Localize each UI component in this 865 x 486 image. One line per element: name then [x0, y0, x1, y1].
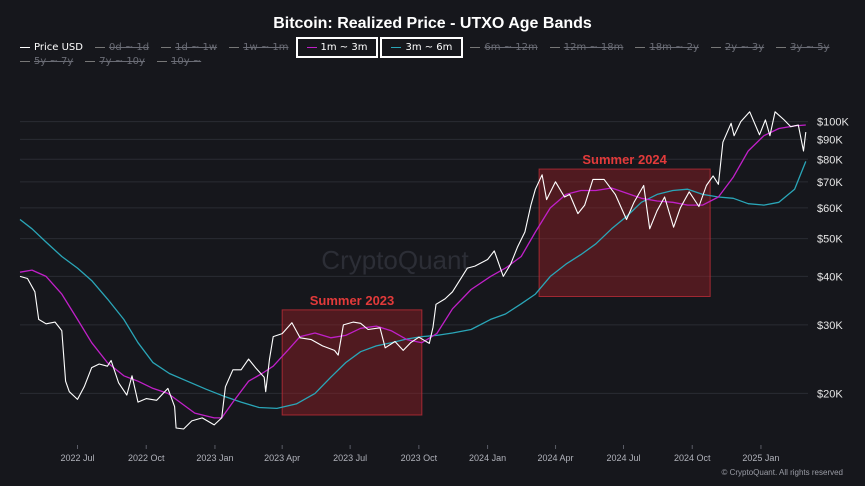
series-line [19, 124, 806, 419]
y-tick-label: $70K [817, 177, 843, 189]
legend-label: 6m ~ 12m [484, 42, 538, 53]
grid-layer [20, 121, 808, 394]
legend-label: 1w ~ 1m [243, 42, 289, 53]
legend-item[interactable]: Price USD [20, 42, 83, 53]
y-tick-label: $50K [817, 234, 843, 246]
legend-item[interactable]: 1w ~ 1m [229, 42, 289, 53]
legend-item[interactable]: 7y ~ 10y [85, 56, 145, 67]
legend-swatch [549, 47, 560, 48]
legend-item[interactable]: 3y ~ 5y [776, 42, 829, 53]
legend-label: 18m ~ 2y [649, 42, 699, 53]
series-line [19, 111, 807, 430]
x-tick-label: 2023 Jan [196, 453, 233, 463]
legend-label: 7y ~ 10y [99, 56, 145, 67]
y-tick-label: $80K [817, 154, 843, 166]
legend-item[interactable]: 18m ~ 2y [635, 42, 699, 53]
legend-label: 5y ~ 7y [34, 56, 74, 67]
legend-item[interactable]: 1m ~ 3m [295, 37, 379, 58]
legend-label: 2y ~ 3y [724, 42, 765, 53]
annotation-labels: Summer 2023 Summer 2024 [310, 152, 668, 308]
chart-legend: Price USD 0d ~ 1d 1d ~ 1w 1w ~ 1m 1m ~ 3m 3m … [20, 37, 850, 67]
y-tick-label: $30K [817, 320, 843, 332]
y-tick-label: $90K [817, 134, 843, 146]
chart-title: Bitcoin: Realized Price - UTXO Age Bands [273, 15, 592, 32]
legend-swatch [20, 47, 30, 48]
legend-item[interactable]: 12m ~ 18m [549, 42, 624, 53]
legend-swatch [85, 61, 96, 62]
legend-label: 3y ~ 5y [790, 42, 830, 53]
x-tick-label: 2022 Oct [128, 453, 165, 463]
x-axis: 2022 Jul 2022 Oct 2023 Jan 2023 Apr 2023 Jul… [60, 445, 779, 463]
legend-label: 3m ~ 6m [405, 42, 453, 53]
source-credit: © CryptoQuant. All rights reserved [721, 468, 844, 477]
legend-swatch [229, 47, 240, 48]
x-tick-label: 2023 Apr [264, 453, 300, 463]
legend-item[interactable]: 6m ~ 12m [470, 42, 538, 53]
x-tick-label: 2023 Oct [401, 453, 438, 463]
x-tick-label: 2024 Apr [538, 453, 574, 463]
series-line [19, 161, 807, 410]
legend-swatch [94, 47, 105, 48]
legend-label: Price USD [34, 42, 83, 53]
y-axis: $100K $90K $80K $70K $60K $50K $40K $30K $20K [817, 117, 849, 401]
annotation-label: Summer 2024 [582, 152, 667, 167]
legend-item[interactable]: 2y ~ 3y [710, 42, 765, 53]
y-tick-label: $60K [817, 203, 843, 215]
y-tick-label: $100K [817, 117, 849, 129]
series-layer [19, 111, 807, 430]
legend-swatch [156, 61, 167, 62]
highlight-box [538, 168, 711, 298]
y-tick-label: $20K [817, 388, 843, 400]
watermark: CryptoQuant [321, 245, 469, 275]
legend-item[interactable]: 5y ~ 7y [20, 56, 73, 67]
legend-swatch [161, 47, 172, 48]
legend-item[interactable]: 0d ~ 1d [94, 42, 150, 53]
legend-swatch [776, 47, 787, 48]
legend-swatch [635, 47, 646, 48]
legend-item[interactable]: 3m ~ 6m [380, 37, 464, 58]
legend-swatch [20, 61, 30, 62]
legend-label: 0d ~ 1d [108, 42, 150, 53]
y-tick-label: $40K [817, 271, 843, 283]
x-tick-label: 2025 Jan [742, 453, 779, 463]
x-tick-label: 2024 Jul [606, 453, 640, 463]
legend-label: 1m ~ 3m [320, 42, 368, 53]
x-tick-label: 2024 Jan [469, 453, 506, 463]
legend-swatch [306, 47, 317, 48]
x-tick-label: 2022 Jul [60, 453, 94, 463]
legend-swatch [710, 47, 721, 48]
legend-item[interactable]: 1d ~ 1w [161, 42, 217, 53]
x-tick-label: 2023 Jul [333, 453, 367, 463]
legend-swatch [470, 47, 481, 48]
legend-label: 12m ~ 18m [563, 42, 624, 53]
x-tick-label: 2024 Oct [674, 453, 711, 463]
annotation-label: Summer 2023 [310, 293, 395, 308]
legend-label: 10y ~ [170, 56, 202, 67]
legend-item[interactable]: 10y ~ [156, 56, 202, 67]
legend-swatch [391, 47, 402, 48]
legend-label: 1d ~ 1w [175, 42, 218, 53]
highlight-box [281, 309, 423, 416]
